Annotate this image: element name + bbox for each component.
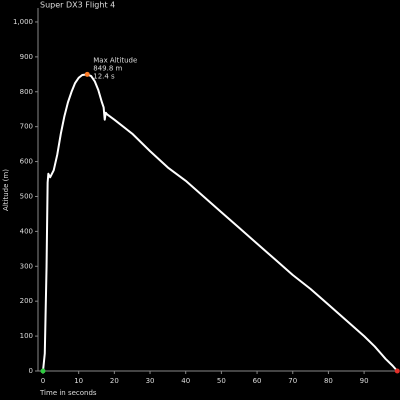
marker [394, 368, 400, 374]
y-tick-label: 900 [20, 53, 33, 61]
x-tick-label: 90 [360, 377, 369, 385]
y-tick-label: 1,000 [13, 18, 33, 26]
altitude-line [42, 73, 399, 372]
y-tick-label: 100 [20, 332, 33, 340]
x-tick-label: 70 [288, 377, 297, 385]
x-tick-label: 80 [324, 377, 333, 385]
annotation-title: Max Altitude [93, 56, 137, 64]
x-tick-label: 20 [110, 377, 119, 385]
annotation-line: 849.8 m [93, 64, 122, 72]
y-tick-label: 0 [29, 367, 33, 375]
x-tick-label: 60 [253, 377, 262, 385]
x-tick-label: 40 [181, 377, 190, 385]
y-tick-label: 800 [20, 88, 33, 96]
x-tick-label: 0 [41, 377, 45, 385]
y-tick-label: 200 [20, 297, 33, 305]
x-tick-label: 50 [217, 377, 226, 385]
y-tick-label: 700 [20, 123, 33, 131]
x-tick-label: 30 [146, 377, 155, 385]
annotation-line: 12.4 s [93, 72, 115, 80]
y-tick-label: 300 [20, 262, 33, 270]
y-tick-label: 400 [20, 227, 33, 235]
x-tick-label: 10 [74, 377, 83, 385]
y-tick-label: 500 [20, 192, 33, 200]
y-axis-label: Altitude (m) [2, 169, 10, 211]
x-axis-label: Time in seconds [39, 389, 97, 397]
chart-title: Super DX3 Flight 4 [40, 1, 115, 10]
marker [84, 71, 90, 77]
marker [40, 368, 46, 374]
y-tick-label: 600 [20, 158, 33, 166]
